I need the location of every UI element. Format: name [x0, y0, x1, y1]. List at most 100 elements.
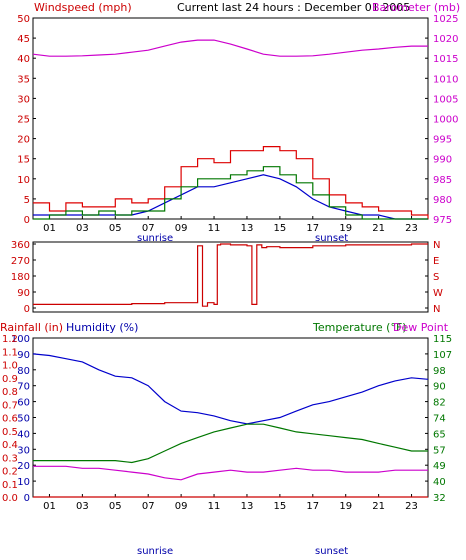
direction-tick-label: 90 — [17, 288, 30, 299]
wind-x-tick-label: 23 — [405, 223, 418, 234]
direction-tick-label: 360 — [11, 240, 30, 251]
humidity-x-ticks: 01 03 05 07 09 11 13 15 17 19 21 23 — [43, 494, 418, 512]
wind-x-ticks: 01 03 05 07 09 11 13 15 17 19 21 23 — [43, 216, 418, 234]
barometer-tick-label: 1020 — [433, 34, 458, 45]
wind-x-tick-label: 19 — [339, 223, 352, 234]
temperature-tick-label: 49 — [433, 461, 446, 472]
barometer-tick-label: 990 — [433, 155, 452, 166]
sunrise-label-top: sunrise — [137, 233, 173, 244]
humidity-line — [32, 353, 429, 425]
wind-x-tick-label: 05 — [109, 223, 122, 234]
humidity-tick-label: 60 — [17, 398, 30, 409]
humidity-tick-label: 80 — [17, 366, 30, 377]
humidity-tick-label: 30 — [17, 445, 30, 456]
wind_peak-line — [33, 146, 429, 219]
humidity-x-tick-label: 15 — [274, 501, 287, 512]
rainfall-tick-label: 1.2 — [2, 334, 18, 345]
rainfall-tick-label: 0.0 — [2, 493, 18, 504]
direction-tick-label: 270 — [11, 256, 30, 267]
rainfall-tick-label: 1.1 — [2, 347, 18, 358]
humidity-x-tick-label: 09 — [175, 501, 188, 512]
temperature-tick-label: 98 — [433, 366, 446, 377]
wind_gust-line — [33, 166, 428, 220]
temperature-tick-label: 40 — [433, 477, 446, 488]
wind-x-tick-label: 13 — [241, 223, 254, 234]
barometer-tick-label: 995 — [433, 135, 452, 146]
direction-line — [33, 243, 428, 307]
compass-tick-label: E — [433, 256, 439, 267]
direction-ticks: 0 90 180 270 360 — [11, 240, 36, 315]
wind-x-tick-label: 07 — [142, 223, 155, 234]
compass-tick-label: S — [433, 272, 439, 283]
windspeed-tick-label: 15 — [17, 155, 30, 166]
windspeed-tick-label: 35 — [17, 74, 30, 85]
temperature-tick-label: 65 — [433, 429, 446, 440]
humidity-tick-label: 0 — [24, 493, 30, 504]
wind-x-tick-label: 03 — [76, 223, 89, 234]
wind-x-tick-label: 17 — [306, 223, 319, 234]
humidity-tick-label: 100 — [11, 334, 30, 345]
sunset-label-bottom: sunset — [315, 546, 348, 557]
wind-x-tick-label: 01 — [43, 223, 56, 234]
windspeed-tick-label: 45 — [17, 34, 30, 45]
humidity-x-tick-label: 19 — [339, 501, 352, 512]
rainfall-tick-label: 0.2 — [2, 467, 18, 478]
dewpoint-axis-title: Dew Point — [393, 321, 449, 334]
temperature-tick-label: 74 — [433, 414, 446, 425]
windspeed-tick-label: 40 — [17, 54, 30, 65]
temperature-tick-label: 32 — [433, 493, 446, 504]
windspeed-ticks: 0 5 10 15 20 25 30 35 40 45 50 — [17, 14, 36, 226]
rainfall-tick-label: 0.4 — [2, 440, 18, 451]
humidity-x-tick-label: 13 — [241, 501, 254, 512]
barometer-line — [32, 39, 428, 57]
humidity-x-tick-label: 07 — [142, 501, 155, 512]
temperature-ticks: 32 40 49 57 65 74 82 90 98 107 115 — [425, 334, 452, 504]
windspeed-tick-label: 50 — [17, 14, 30, 25]
rainfall-ticks: 0.0 0.1 0.2 0.3 0.4 0.5 0.6 0.7 0.8 0.9 1.0 1.1 1.2 — [2, 334, 18, 504]
direction-tick-label: 0 — [24, 304, 30, 315]
sunrise-label-bottom: sunrise — [137, 546, 173, 557]
temperature-tick-label: 115 — [433, 334, 452, 345]
rainfall-tick-label: 0.8 — [2, 387, 18, 398]
barometer-tick-label: 985 — [433, 175, 452, 186]
rainfall-axis-title: Rainfall (in) — [0, 321, 63, 334]
dewpoint-line — [33, 465, 428, 481]
direction-panel-frame — [32, 241, 429, 313]
barometer-axis-title: Barometer (mb) — [372, 1, 460, 14]
compass-tick-label: W — [433, 288, 443, 299]
humidity-tick-label: 70 — [17, 382, 30, 393]
humidity-x-tick-label: 11 — [208, 501, 221, 512]
wind-x-tick-label: 09 — [175, 223, 188, 234]
temperature-tick-label: 90 — [433, 382, 446, 393]
humidity-series — [32, 353, 429, 498]
humidity-tick-label: 40 — [17, 429, 30, 440]
sunset-label-top: sunset — [315, 233, 348, 244]
humidity-x-tick-label: 21 — [372, 501, 385, 512]
wind-series — [32, 39, 429, 220]
humidity-tick-label: 50 — [17, 414, 30, 425]
barometer-ticks: 975 980 985 990 995 1000 1005 1010 1015 1020 1025 — [425, 14, 458, 226]
rainfall-tick-label: 0.9 — [2, 374, 18, 385]
rainfall-tick-label: 0.3 — [2, 453, 18, 464]
humidity-x-tick-label: 01 — [43, 501, 56, 512]
wind-x-tick-label: 21 — [372, 223, 385, 234]
humidity-axis-title: Humidity (%) — [66, 321, 138, 334]
rainfall-tick-label: 0.1 — [2, 480, 18, 491]
temperature-axis-title: Temperature (°F) — [312, 321, 407, 334]
humidity-tick-label: 90 — [17, 350, 30, 361]
barometer-tick-label: 1000 — [433, 115, 458, 126]
compass-tick-label: N — [433, 304, 440, 315]
barometer-tick-label: 975 — [433, 215, 452, 226]
humidity-x-tick-label: 23 — [405, 501, 418, 512]
barometer-tick-label: 1005 — [433, 94, 458, 105]
chart-title: Current last 24 hours : December 01 2005 — [177, 1, 410, 14]
barometer-tick-label: 1015 — [433, 54, 458, 65]
windspeed-tick-label: 20 — [17, 135, 30, 146]
wind-x-tick-label: 15 — [274, 223, 287, 234]
direction-series — [33, 243, 428, 307]
humidity-tick-label: 10 — [17, 477, 30, 488]
compass-tick-label: N — [433, 240, 440, 251]
barometer-tick-label: 1025 — [433, 14, 458, 25]
rainfall-tick-label: 0.7 — [2, 400, 18, 411]
